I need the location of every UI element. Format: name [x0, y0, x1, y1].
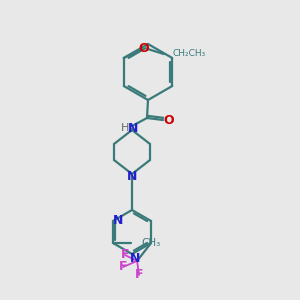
Text: CH₂CH₃: CH₂CH₃	[173, 50, 206, 58]
Text: F: F	[135, 268, 143, 281]
Text: N: N	[113, 214, 123, 227]
Text: N: N	[128, 122, 138, 134]
Text: N: N	[130, 251, 140, 265]
Text: F: F	[121, 248, 129, 262]
Text: H: H	[121, 123, 129, 133]
Text: O: O	[138, 41, 149, 55]
Text: O: O	[164, 113, 174, 127]
Text: N: N	[127, 169, 137, 182]
Text: F: F	[119, 260, 127, 274]
Text: CH₃: CH₃	[141, 238, 160, 248]
